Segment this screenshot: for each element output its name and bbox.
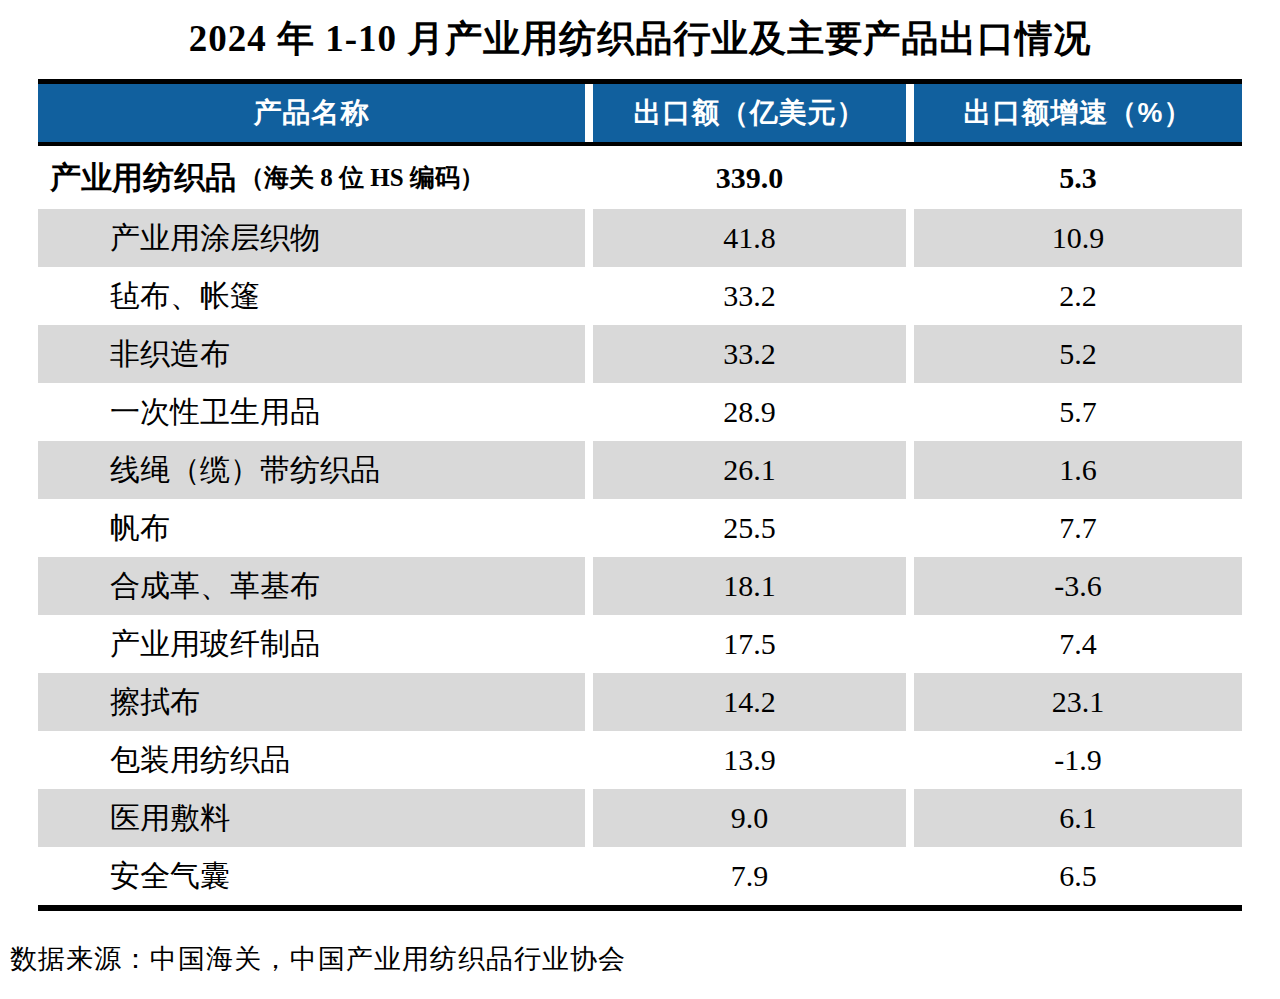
- page-title: 2024 年 1-10 月产业用纺织品行业及主要产品出口情况: [0, 0, 1280, 79]
- export-growth-cell: 2.2: [914, 267, 1242, 325]
- data-source: 数据来源：中国海关，中国产业用纺织品行业协会: [10, 941, 1280, 977]
- export-value-cell: 13.9: [593, 731, 906, 789]
- export-value-cell: 17.5: [593, 615, 906, 673]
- table-bottom-border: [38, 905, 1242, 911]
- total-row-name: 产业用纺织品: [50, 157, 236, 199]
- product-name-cell: 安全气囊: [38, 847, 585, 905]
- total-row-name-cell: 产业用纺织品（海关 8 位 HS 编码）: [38, 146, 585, 209]
- export-growth-cell: -3.6: [914, 557, 1242, 615]
- table-row: 毡布、帐篷 33.2 2.2: [38, 267, 1242, 325]
- page: 2024 年 1-10 月产业用纺织品行业及主要产品出口情况 产品名称 出口额（…: [0, 0, 1280, 999]
- export-growth-cell: 7.7: [914, 499, 1242, 557]
- product-name-cell: 非织造布: [38, 325, 585, 383]
- export-value-cell: 26.1: [593, 441, 906, 499]
- column-header-export-value: 出口额（亿美元）: [593, 84, 906, 142]
- table-header-row: 产品名称 出口额（亿美元） 出口额增速（%）: [38, 79, 1242, 146]
- product-name-cell: 毡布、帐篷: [38, 267, 585, 325]
- export-growth-cell: 6.5: [914, 847, 1242, 905]
- export-growth-cell: 10.9: [914, 209, 1242, 267]
- table-row: 非织造布 33.2 5.2: [38, 325, 1242, 383]
- table-row: 医用敷料 9.0 6.1: [38, 789, 1242, 847]
- column-header-product-name: 产品名称: [38, 84, 585, 142]
- table-row: 产业用涂层织物 41.8 10.9: [38, 209, 1242, 267]
- table-row: 帆布 25.5 7.7: [38, 499, 1242, 557]
- product-name-cell: 产业用涂层织物: [38, 209, 585, 267]
- export-value-cell: 7.9: [593, 847, 906, 905]
- total-row-export-value: 339.0: [593, 146, 906, 209]
- export-table: 产品名称 出口额（亿美元） 出口额增速（%） 产业用纺织品（海关 8 位 HS …: [38, 79, 1242, 911]
- table-row: 包装用纺织品 13.9 -1.9: [38, 731, 1242, 789]
- export-growth-cell: 7.4: [914, 615, 1242, 673]
- product-name-cell: 产业用玻纤制品: [38, 615, 585, 673]
- export-value-cell: 33.2: [593, 325, 906, 383]
- product-name-cell: 合成革、革基布: [38, 557, 585, 615]
- export-value-cell: 33.2: [593, 267, 906, 325]
- table-row: 线绳（缆）带纺织品 26.1 1.6: [38, 441, 1242, 499]
- total-row-growth: 5.3: [914, 146, 1242, 209]
- column-header-export-growth: 出口额增速（%）: [914, 84, 1242, 142]
- product-name-cell: 帆布: [38, 499, 585, 557]
- export-growth-cell: 6.1: [914, 789, 1242, 847]
- export-value-cell: 9.0: [593, 789, 906, 847]
- product-name-cell: 擦拭布: [38, 673, 585, 731]
- product-name-cell: 包装用纺织品: [38, 731, 585, 789]
- table-row: 一次性卫生用品 28.9 5.7: [38, 383, 1242, 441]
- total-row-name-note: （海关 8 位 HS 编码）: [239, 161, 485, 194]
- export-growth-cell: -1.9: [914, 731, 1242, 789]
- export-growth-cell: 5.2: [914, 325, 1242, 383]
- export-value-cell: 18.1: [593, 557, 906, 615]
- table-body: 产业用涂层织物 41.8 10.9 毡布、帐篷 33.2 2.2 非织造布 33…: [38, 209, 1242, 905]
- table-row: 产业用玻纤制品 17.5 7.4: [38, 615, 1242, 673]
- product-name-cell: 一次性卫生用品: [38, 383, 585, 441]
- export-growth-cell: 1.6: [914, 441, 1242, 499]
- product-name-cell: 线绳（缆）带纺织品: [38, 441, 585, 499]
- export-growth-cell: 5.7: [914, 383, 1242, 441]
- export-value-cell: 14.2: [593, 673, 906, 731]
- table-row-total: 产业用纺织品（海关 8 位 HS 编码） 339.0 5.3: [38, 146, 1242, 209]
- export-value-cell: 41.8: [593, 209, 906, 267]
- export-value-cell: 25.5: [593, 499, 906, 557]
- export-value-cell: 28.9: [593, 383, 906, 441]
- table-row: 擦拭布 14.2 23.1: [38, 673, 1242, 731]
- table-row: 安全气囊 7.9 6.5: [38, 847, 1242, 905]
- product-name-cell: 医用敷料: [38, 789, 585, 847]
- export-growth-cell: 23.1: [914, 673, 1242, 731]
- table-row: 合成革、革基布 18.1 -3.6: [38, 557, 1242, 615]
